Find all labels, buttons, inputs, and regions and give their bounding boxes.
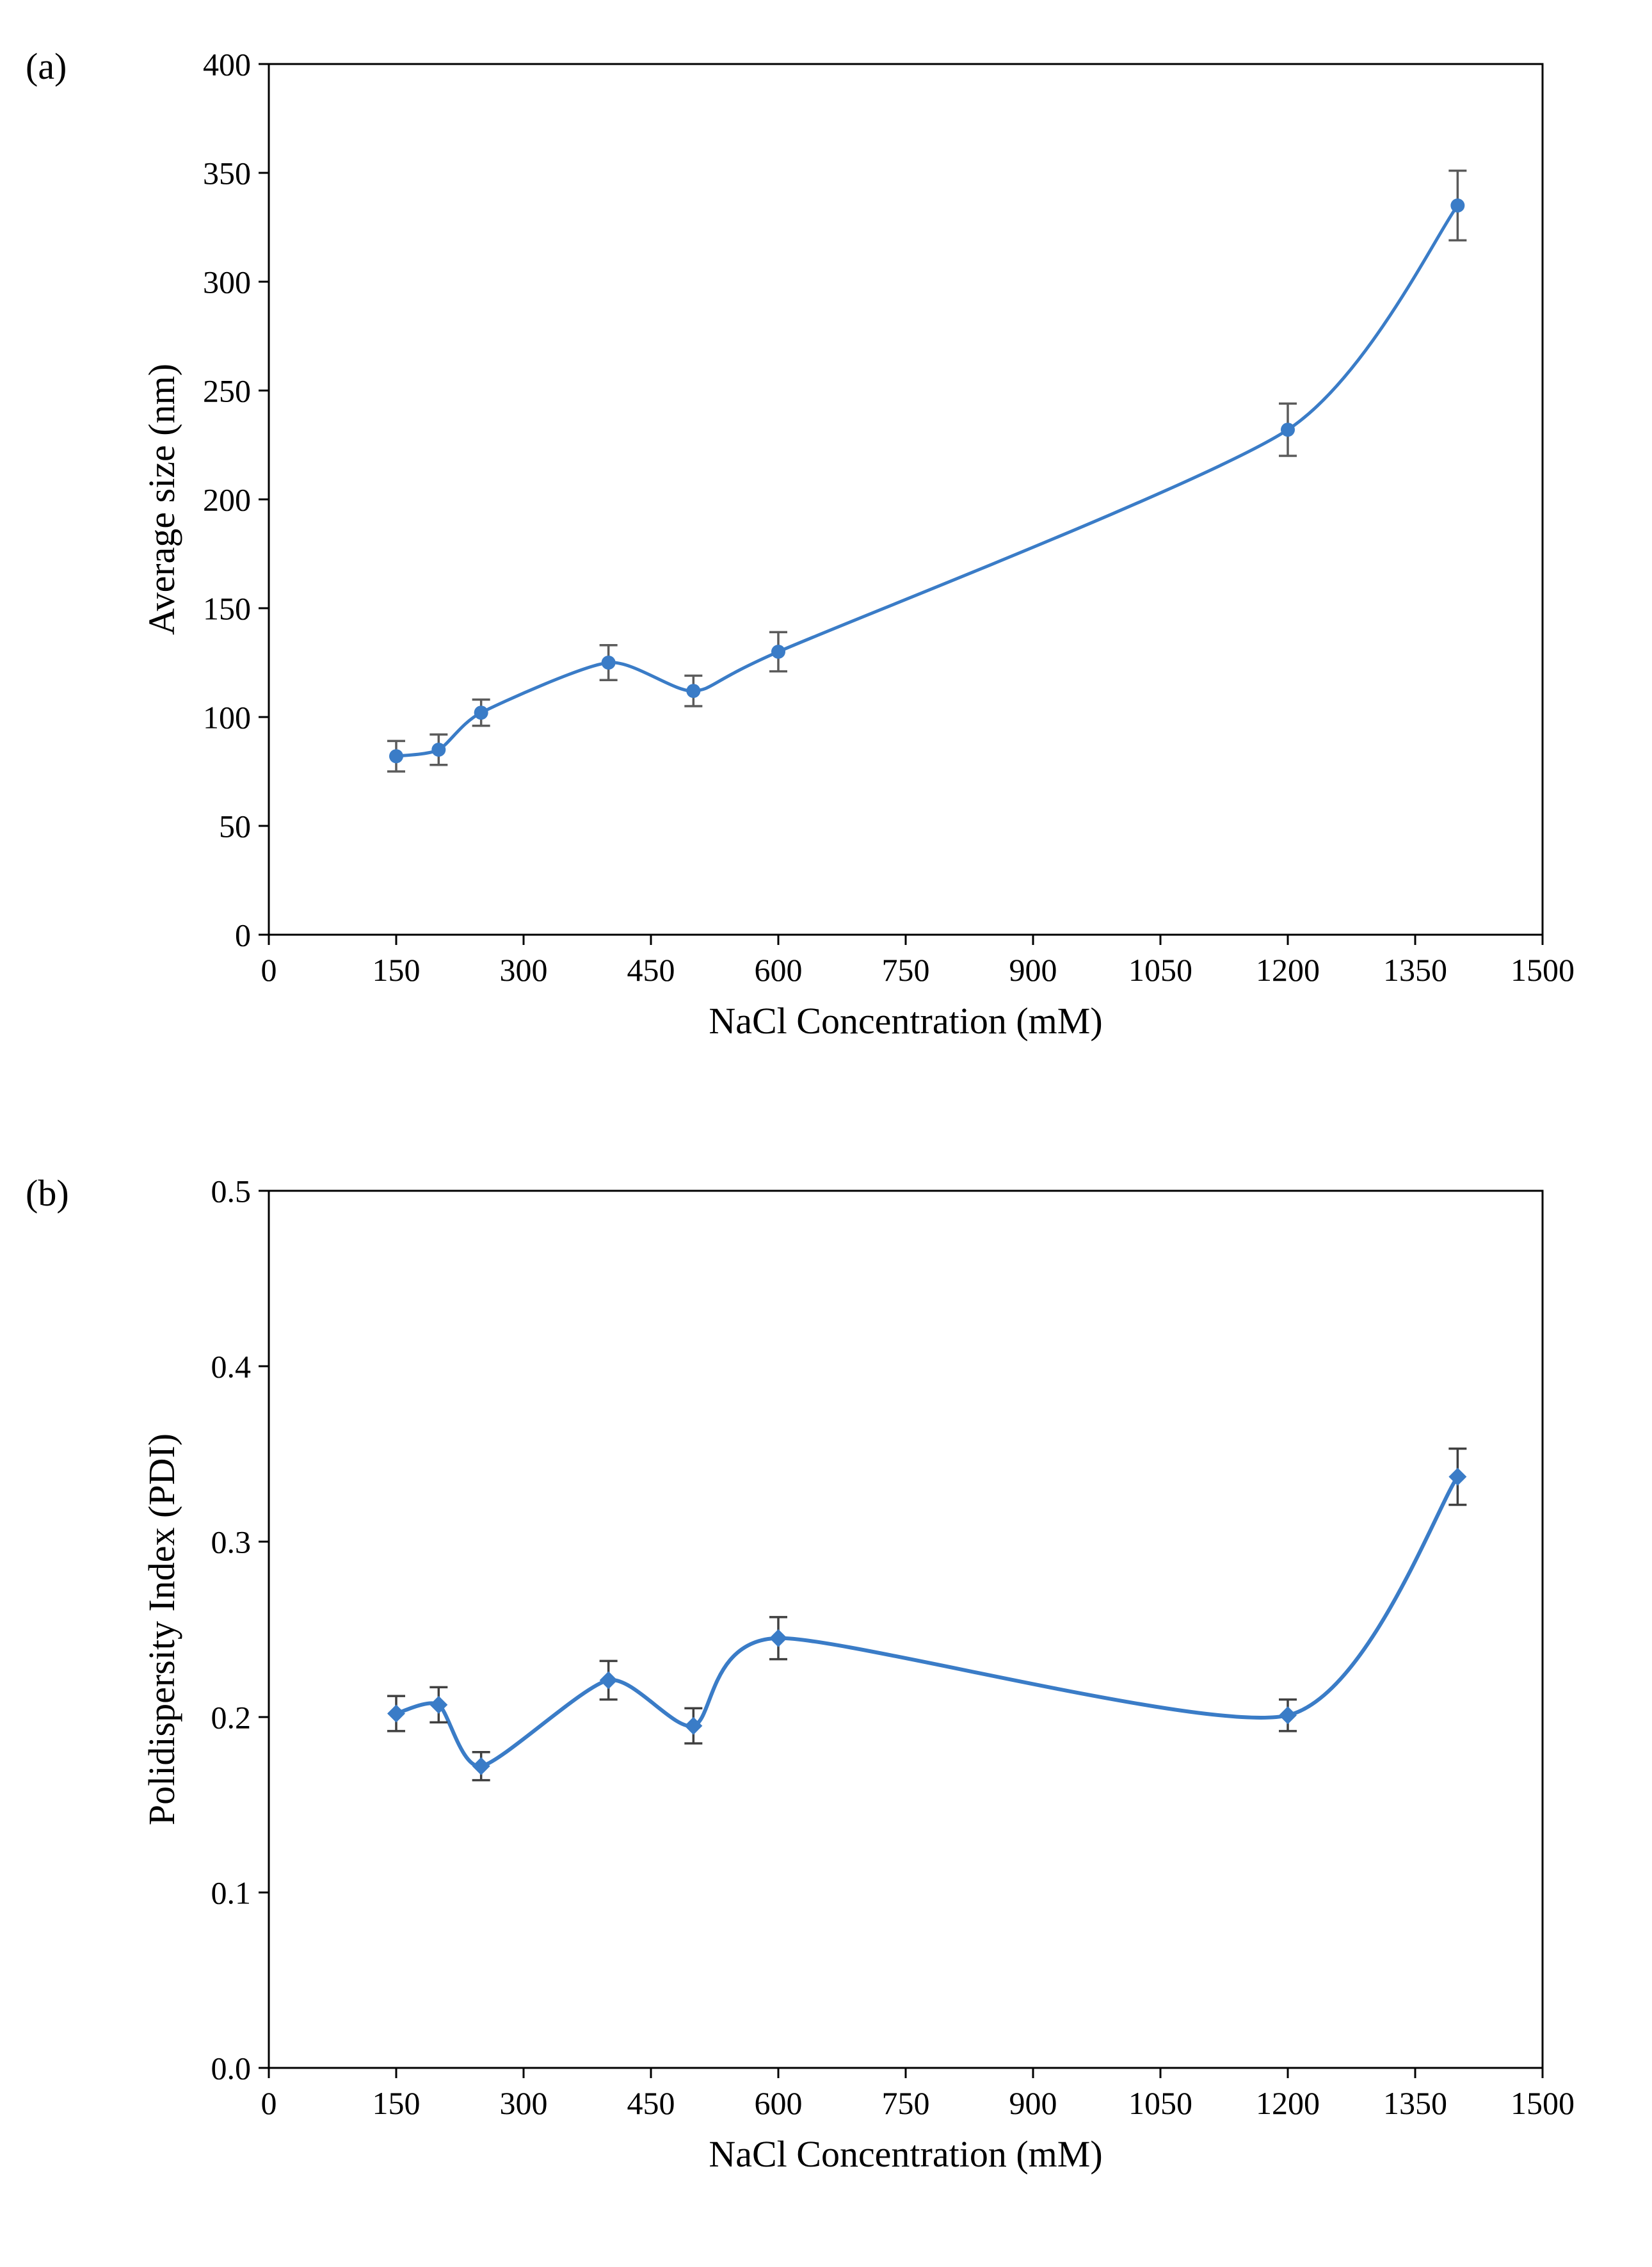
svg-text:300: 300 xyxy=(500,952,548,988)
svg-text:1350: 1350 xyxy=(1383,952,1447,988)
svg-text:250: 250 xyxy=(203,373,251,409)
svg-text:600: 600 xyxy=(755,952,803,988)
svg-text:750: 750 xyxy=(882,2085,930,2121)
svg-text:0.1: 0.1 xyxy=(211,1875,252,1911)
page: (a) 01503004506007509001050120013501500N… xyxy=(0,0,1652,2267)
svg-text:150: 150 xyxy=(373,952,421,988)
svg-text:200: 200 xyxy=(203,482,251,518)
svg-text:900: 900 xyxy=(1009,952,1057,988)
svg-text:1500: 1500 xyxy=(1511,2085,1575,2121)
chart-b: 0 150 300 450 600 750 900 1050 1200 1350 1500 NaCl … xyxy=(90,1152,1600,2190)
panel-a: 01503004506007509001050120013501500NaCl … xyxy=(90,26,1600,1056)
svg-text:400: 400 xyxy=(203,47,251,83)
svg-text:300: 300 xyxy=(203,264,251,300)
chart-a: 01503004506007509001050120013501500NaCl … xyxy=(90,26,1600,1056)
panel-b: 0 150 300 450 600 750 900 1050 1200 1350 1500 NaCl … xyxy=(90,1152,1600,2190)
svg-text:0.3: 0.3 xyxy=(211,1524,252,1560)
svg-text:900: 900 xyxy=(1009,2085,1057,2121)
svg-text:0.0: 0.0 xyxy=(211,2051,252,2086)
svg-text:NaCl Concentration (mM): NaCl Concentration (mM) xyxy=(709,2133,1102,2175)
panel-a-label: (a) xyxy=(26,45,67,88)
svg-text:0: 0 xyxy=(261,2085,277,2121)
svg-text:0.4: 0.4 xyxy=(211,1349,252,1385)
svg-text:1050: 1050 xyxy=(1128,952,1192,988)
svg-text:100: 100 xyxy=(203,700,251,736)
svg-text:150: 150 xyxy=(373,2085,421,2121)
svg-text:1200: 1200 xyxy=(1256,952,1320,988)
svg-text:1500: 1500 xyxy=(1511,952,1575,988)
svg-text:Polidispersity Index (PDI): Polidispersity Index (PDI) xyxy=(141,1433,182,1825)
svg-text:750: 750 xyxy=(882,952,930,988)
svg-text:0: 0 xyxy=(261,952,277,988)
svg-text:Average size (nm): Average size (nm) xyxy=(141,364,182,635)
svg-text:1200: 1200 xyxy=(1256,2085,1320,2121)
svg-text:300: 300 xyxy=(500,2085,548,2121)
svg-text:0: 0 xyxy=(235,917,251,953)
panel-b-label: (b) xyxy=(26,1172,69,1214)
svg-text:0.2: 0.2 xyxy=(211,1700,252,1736)
svg-text:600: 600 xyxy=(755,2085,803,2121)
svg-text:450: 450 xyxy=(627,952,675,988)
svg-text:0.5: 0.5 xyxy=(211,1174,252,1209)
svg-text:NaCl Concentration (mM): NaCl Concentration (mM) xyxy=(709,1000,1102,1042)
svg-text:450: 450 xyxy=(627,2085,675,2121)
svg-text:150: 150 xyxy=(203,591,251,627)
svg-text:1350: 1350 xyxy=(1383,2085,1447,2121)
svg-text:1050: 1050 xyxy=(1128,2085,1192,2121)
svg-text:50: 50 xyxy=(219,809,251,844)
svg-text:350: 350 xyxy=(203,156,251,191)
